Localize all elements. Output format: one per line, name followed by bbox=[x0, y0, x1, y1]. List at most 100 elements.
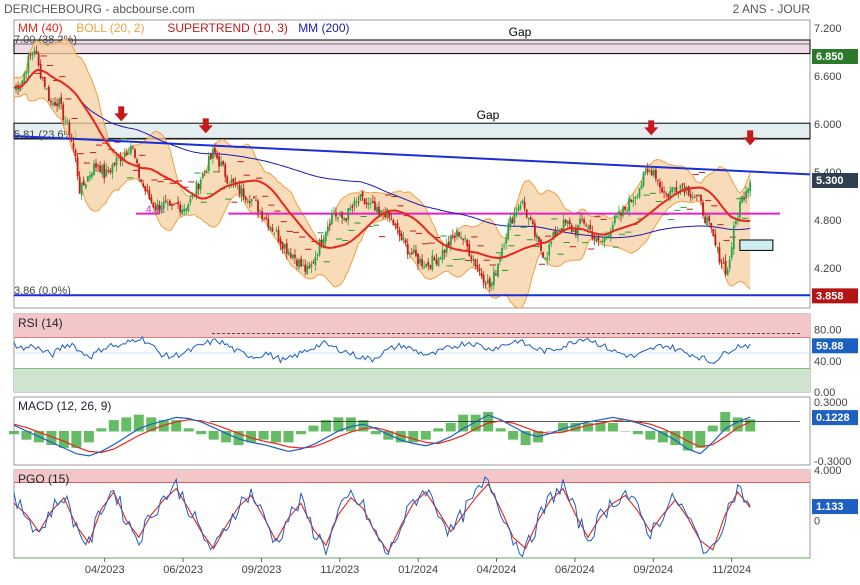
candle-body bbox=[741, 195, 743, 203]
price-badge-text: 3.858 bbox=[816, 290, 844, 302]
candle-body bbox=[64, 121, 67, 123]
candle-body bbox=[554, 230, 557, 237]
x-tick-label: 04/2023 bbox=[85, 564, 125, 576]
rsi-overbought-zone bbox=[14, 314, 810, 338]
candle-body bbox=[240, 188, 243, 197]
candle-body bbox=[93, 163, 95, 176]
candle-body bbox=[566, 221, 569, 225]
candle-body bbox=[97, 165, 99, 167]
candle-body bbox=[410, 252, 413, 255]
candle-body bbox=[466, 239, 469, 247]
macd-histogram-bar bbox=[171, 420, 182, 432]
legend-entry: BOLL (20, 2) bbox=[76, 21, 144, 35]
candle-body bbox=[474, 259, 477, 267]
candle-body bbox=[236, 184, 239, 185]
candle-body bbox=[484, 283, 487, 285]
bollinger-upper-line bbox=[13, 38, 751, 246]
candle-body bbox=[460, 237, 462, 239]
macd-histogram-bar bbox=[333, 417, 344, 432]
candle-body bbox=[21, 80, 24, 88]
candle-body bbox=[355, 201, 358, 203]
macd-histogram-bar bbox=[582, 422, 593, 432]
candle-body bbox=[538, 236, 540, 242]
candle-body bbox=[691, 196, 694, 198]
candle-body bbox=[168, 200, 171, 206]
candle-body bbox=[261, 211, 264, 219]
x-tick-label: 09/2023 bbox=[242, 564, 282, 576]
candle-body bbox=[41, 77, 44, 79]
macd-histogram-bar bbox=[558, 422, 569, 432]
macd-histogram-bar bbox=[445, 422, 456, 432]
candle-body bbox=[408, 253, 411, 255]
candle-body bbox=[531, 220, 534, 225]
candle-body bbox=[425, 263, 428, 267]
candle-body bbox=[66, 120, 69, 121]
candle-body bbox=[328, 223, 331, 226]
candle-body bbox=[423, 266, 426, 268]
candle-body bbox=[443, 250, 446, 253]
candle-body bbox=[476, 264, 479, 269]
candle-body bbox=[581, 219, 583, 221]
candle-body bbox=[25, 72, 28, 74]
macd-histogram-bar bbox=[607, 422, 618, 432]
candle-body bbox=[390, 218, 393, 220]
candle-body bbox=[166, 203, 169, 205]
candle-body bbox=[171, 204, 173, 206]
candle-body bbox=[421, 259, 423, 267]
macd-badge bbox=[812, 410, 858, 426]
candle-body bbox=[650, 170, 653, 176]
candle-body bbox=[673, 187, 676, 189]
candle-body bbox=[154, 206, 157, 211]
macd-histogram-bar bbox=[295, 431, 306, 435]
candle-body bbox=[671, 187, 674, 193]
candle-body bbox=[56, 103, 58, 106]
candle-body bbox=[412, 249, 415, 253]
candle-body bbox=[341, 212, 344, 219]
pgo-line bbox=[13, 476, 751, 558]
candle-body bbox=[675, 186, 678, 193]
candle-body bbox=[708, 216, 711, 221]
candle-body bbox=[667, 194, 670, 198]
candle-body bbox=[134, 149, 136, 158]
candle-body bbox=[497, 263, 499, 277]
candle-body bbox=[453, 236, 456, 238]
candle-body bbox=[255, 200, 257, 202]
candle-body bbox=[521, 200, 524, 203]
candle-body bbox=[501, 248, 503, 257]
candle-body bbox=[201, 172, 204, 179]
candle-body bbox=[160, 207, 163, 210]
candle-body bbox=[101, 165, 104, 175]
candle-body bbox=[556, 231, 559, 235]
candle-body bbox=[624, 206, 627, 210]
candle-body bbox=[62, 104, 65, 121]
candle-body bbox=[376, 207, 378, 212]
candle-body bbox=[710, 223, 713, 229]
candle-body bbox=[546, 257, 549, 260]
candle-body bbox=[369, 203, 372, 204]
candle-body bbox=[597, 236, 600, 241]
candle-body bbox=[394, 224, 397, 226]
macd-histogram-bar bbox=[595, 422, 606, 432]
candle-body bbox=[716, 247, 719, 248]
macd-histogram-bar bbox=[21, 431, 32, 440]
chart-title: DERICHEBOURG - abcbourse.com bbox=[4, 2, 195, 16]
candle-body bbox=[80, 182, 83, 196]
candle-body bbox=[173, 203, 175, 205]
price-badge-text: 6.850 bbox=[816, 51, 844, 63]
candle-body bbox=[447, 241, 450, 247]
candle-body bbox=[218, 156, 220, 167]
candle-body bbox=[402, 237, 405, 239]
macd-histogram-bar bbox=[358, 420, 369, 432]
candle-body bbox=[529, 217, 532, 220]
candle-body bbox=[693, 197, 696, 198]
support-box bbox=[739, 239, 774, 251]
candle-body bbox=[564, 219, 567, 223]
candle-body bbox=[611, 224, 614, 232]
candle-body bbox=[150, 197, 153, 203]
candle-body bbox=[285, 243, 288, 254]
resistance-trendline bbox=[13, 135, 811, 176]
candle-body bbox=[322, 239, 325, 247]
macd-y-tick: -0.3000 bbox=[814, 456, 851, 468]
candle-body bbox=[661, 187, 663, 193]
macd-panel: MACD (12, 26, 9) 0.3000 -0.3000 0.1228 bbox=[9, 397, 858, 468]
